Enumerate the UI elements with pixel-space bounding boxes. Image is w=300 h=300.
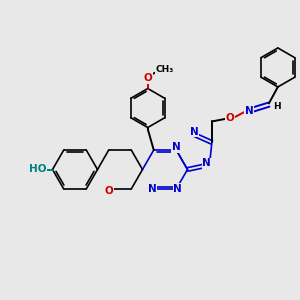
Text: N: N — [245, 106, 254, 116]
Text: H: H — [273, 102, 281, 111]
Text: O: O — [105, 186, 114, 197]
Text: N: N — [172, 142, 181, 152]
Text: N: N — [148, 184, 157, 194]
Text: O: O — [226, 113, 234, 123]
Text: N: N — [190, 127, 199, 137]
Text: N: N — [173, 184, 182, 194]
Text: O: O — [143, 73, 152, 83]
Text: CH₃: CH₃ — [155, 64, 173, 74]
Text: HO: HO — [29, 164, 46, 175]
Text: N: N — [202, 158, 211, 168]
